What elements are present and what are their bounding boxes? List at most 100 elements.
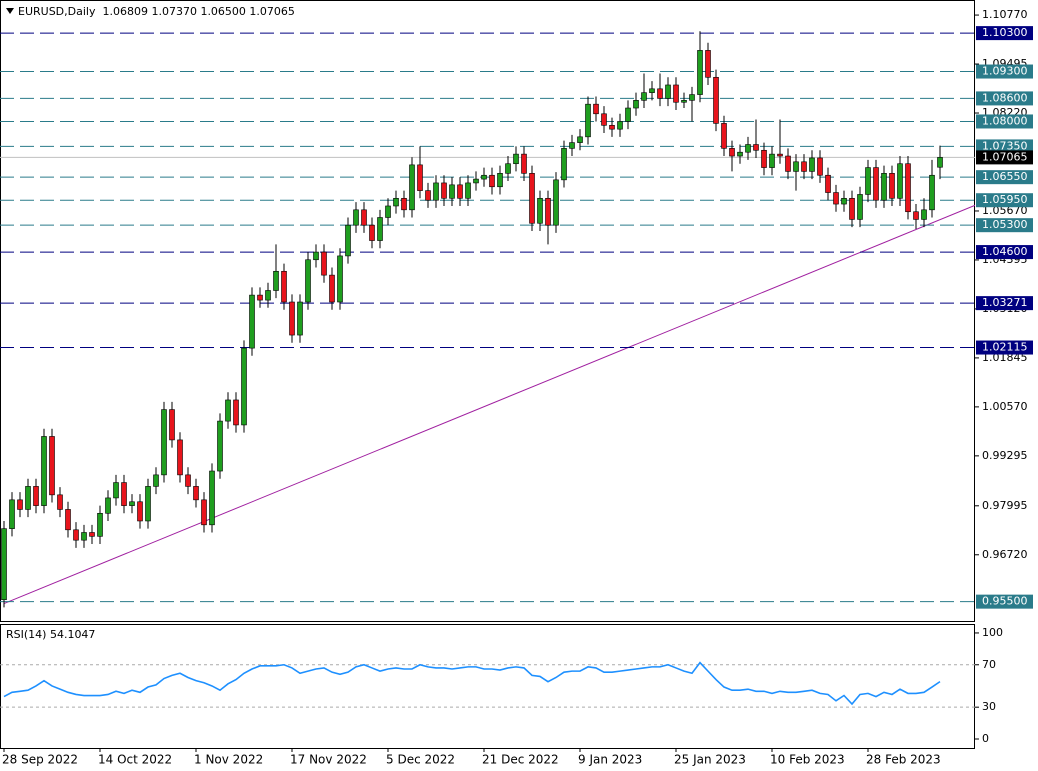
level-label: 1.07350 [982, 139, 1028, 152]
candle-body [9, 499, 15, 529]
candle-body [777, 153, 783, 157]
candle-body [161, 409, 167, 476]
candle-body [105, 497, 111, 514]
y-tick-label: 100 [982, 626, 1003, 639]
candle-body [713, 76, 719, 124]
candle-body [489, 174, 495, 188]
candle-body [241, 347, 247, 426]
level-label-box [976, 91, 1033, 106]
candle-body [17, 499, 23, 510]
level-label-box [976, 594, 1033, 609]
candle-body [481, 174, 487, 180]
candle-body [729, 148, 735, 157]
candle-body [425, 190, 431, 201]
candle-body [857, 194, 863, 220]
candle-body [793, 161, 799, 172]
candle-body [681, 100, 687, 103]
candle-body [337, 255, 343, 303]
candle-body [569, 142, 575, 149]
candle-body [657, 88, 663, 99]
y-tick-label: 1.10770 [982, 8, 1028, 21]
candle-body [457, 184, 463, 199]
candle-body [513, 153, 519, 165]
candle-body [225, 399, 231, 422]
level-label: 1.05950 [982, 193, 1028, 206]
candle-body [593, 103, 599, 115]
rsi-line [3, 661, 941, 706]
candle-body [633, 100, 639, 109]
candle-body [281, 270, 287, 303]
level-label: 1.08600 [982, 91, 1028, 104]
menu-arrow[interactable] [6, 8, 14, 14]
candle-body [209, 470, 215, 526]
level-label: 1.02115 [982, 341, 1028, 354]
candle-body [257, 294, 263, 301]
candle-body [825, 174, 831, 193]
x-tick-label: 1 Nov 2022 [194, 753, 263, 767]
level-label: 1.10300 [982, 26, 1028, 39]
candle-body [185, 474, 191, 487]
last-price-box [976, 150, 1033, 165]
x-tick-label: 10 Feb 2023 [770, 753, 845, 767]
candle-body [625, 107, 631, 122]
candle-body [761, 149, 767, 168]
candle-body [65, 509, 71, 531]
candle-body [529, 173, 535, 224]
level-label-box [976, 26, 1033, 41]
candle-body [465, 182, 471, 199]
candle-body [145, 486, 151, 522]
candle-body [137, 501, 143, 522]
candle-body [417, 164, 423, 191]
candle-body [473, 178, 479, 184]
level-label: 1.09300 [982, 65, 1028, 78]
candle-body [129, 501, 135, 506]
y-tick-label: 1.05670 [982, 204, 1028, 217]
level-label-box [976, 296, 1033, 311]
candle-body [553, 179, 559, 226]
candle-body [921, 209, 927, 220]
candle-body [521, 153, 527, 174]
candle-body [497, 173, 503, 188]
candle-body [721, 123, 727, 149]
candle-body [353, 209, 359, 226]
candle-body [753, 144, 759, 151]
level-label-box [976, 245, 1033, 260]
level-label: 1.05300 [982, 218, 1028, 231]
y-tick-label: 0 [982, 732, 989, 745]
trendline [3, 204, 975, 605]
x-tick-label: 14 Oct 2022 [98, 753, 172, 767]
candle-body [601, 113, 607, 126]
level-label: 1.04600 [982, 245, 1028, 258]
candle-body [273, 270, 279, 291]
x-tick-label: 9 Jan 2023 [578, 753, 642, 767]
candle-body [537, 197, 543, 224]
candle-body [769, 153, 775, 168]
candle-body [201, 499, 207, 526]
candle-body [673, 84, 679, 103]
candle-body [289, 301, 295, 336]
candle-body [385, 205, 391, 218]
candle-body [697, 50, 703, 95]
last-price-label: 1.07065 [982, 150, 1028, 163]
x-tick-label: 28 Feb 2023 [866, 753, 941, 767]
candle-body [409, 164, 415, 211]
candle-body [361, 209, 367, 226]
candle-body [329, 274, 335, 303]
candle-body [113, 482, 119, 499]
candle-body [249, 294, 255, 349]
candle-body [41, 436, 47, 506]
rsi-pane-frame [0, 624, 975, 749]
candle-body [577, 136, 583, 143]
candle-body [449, 184, 455, 199]
candle-body [689, 94, 695, 101]
x-tick-label: 28 Sep 2022 [2, 753, 78, 767]
candle-body [441, 182, 447, 199]
candle-body [561, 148, 567, 181]
candle-body [665, 84, 671, 99]
candle-body [809, 157, 815, 172]
y-tick-label: 1.00570 [982, 400, 1028, 413]
candle-body [873, 167, 879, 201]
level-label-box [976, 218, 1033, 233]
candle-body [609, 125, 615, 130]
